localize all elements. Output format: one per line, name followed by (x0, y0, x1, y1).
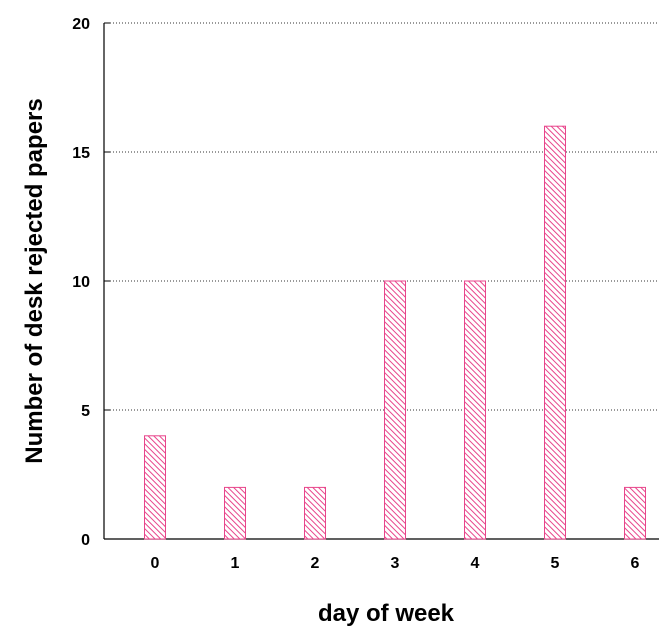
y-tick-label: 5 (81, 403, 90, 420)
bar (144, 435, 166, 540)
bars (144, 125, 646, 540)
x-axis-title: day of week (318, 600, 455, 627)
bar (624, 486, 646, 540)
x-tick-label: 3 (391, 555, 400, 572)
y-tick-label: 20 (72, 16, 90, 33)
x-tick-label: 6 (631, 555, 640, 572)
y-tick-label: 15 (72, 145, 90, 162)
bar (464, 280, 486, 540)
y-axis-title: Number of desk rejected papers (21, 98, 48, 463)
bar (304, 486, 326, 540)
bar (224, 486, 246, 540)
x-tick-label: 2 (311, 555, 320, 572)
gridlines (104, 22, 659, 411)
x-tick-label: 5 (551, 555, 560, 572)
y-tick-label: 0 (81, 532, 90, 549)
x-tick-label: 0 (151, 555, 160, 572)
bar (544, 125, 566, 540)
x-tick-label: 1 (231, 555, 240, 572)
x-tick-label: 4 (471, 555, 480, 572)
y-tick-label: 10 (72, 274, 90, 291)
bar (384, 280, 406, 540)
y-ticks: 0 5 10 15 20 (72, 16, 110, 549)
